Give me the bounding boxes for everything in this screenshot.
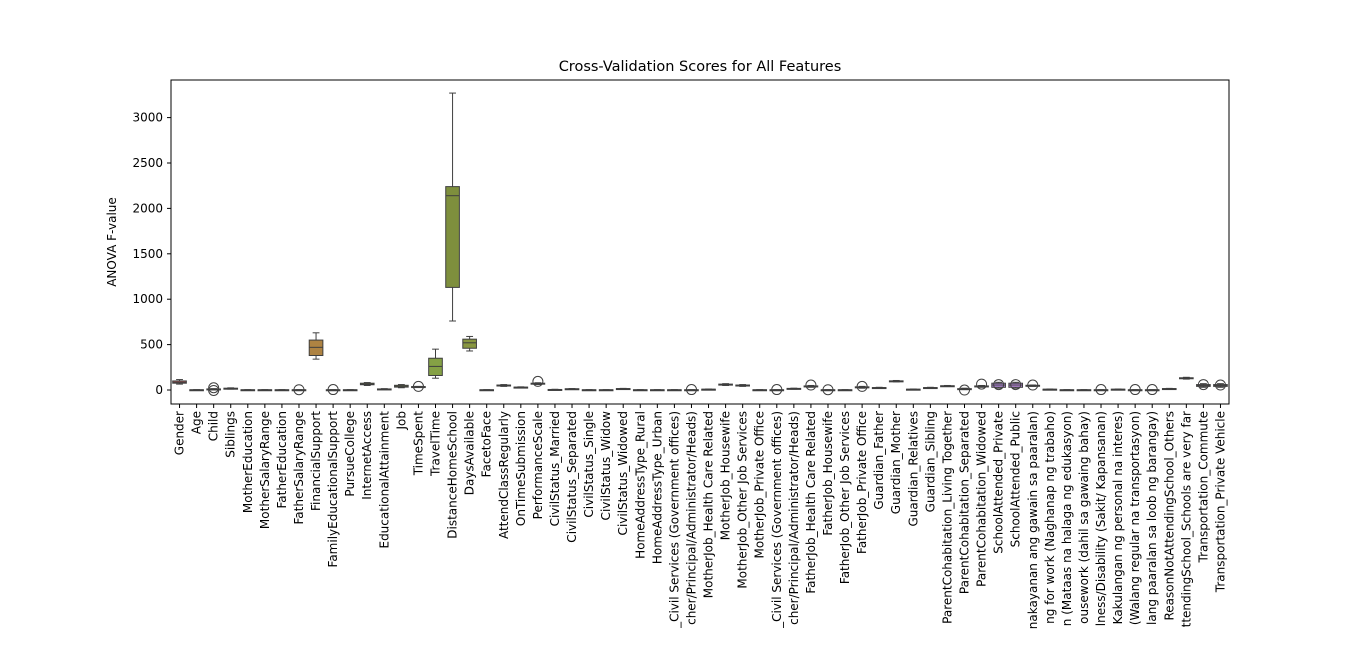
x-tick-label: PursueCollege [343, 411, 357, 497]
flier [959, 384, 970, 396]
x-tick-label: SchoolAttended_Public [1009, 411, 1023, 547]
x-tick-label: SchoolAttended_Private [992, 411, 1006, 554]
flier [805, 379, 817, 391]
x-tick-label: Guardian_Mother [889, 411, 903, 514]
x-tick-label: _Civil Services (Government offices) [770, 411, 784, 629]
x-tick-label: FatherJob_Other Job Services [838, 411, 852, 584]
x-tick-label: DaysAvailable [463, 411, 477, 495]
x-tick-label: Age [190, 411, 204, 434]
x-tick-label: ParentCohabitation_Living Together [940, 411, 954, 624]
x-tick-label: nakayanan ang gawain sa paaralan) [1026, 411, 1040, 629]
flier [685, 384, 697, 396]
x-tick-label: FatherJob_Housewife [821, 411, 835, 536]
y-tick-label: 3000 [132, 111, 163, 125]
x-tick-label: AttendClassRegularly [497, 411, 511, 539]
x-tick-label: lang paaralan sa loob ng barangay) [1145, 411, 1159, 625]
flier [1027, 379, 1039, 391]
flier [1010, 379, 1022, 391]
x-tick-label: Guardian_Relatives [906, 411, 920, 527]
x-tick-label: Guardian_Father [872, 411, 886, 510]
x-tick-label: FacetoFace [480, 411, 494, 477]
x-tick-label: Transportation_Private Vehicle [1213, 411, 1227, 593]
x-tick-label: DistanceHomeSchool [446, 411, 460, 539]
x-tick-label: Siblings [224, 411, 238, 458]
x-tick-label: Guardian_Sibling [923, 411, 937, 512]
x-tick-label: InternetAccess [360, 411, 374, 500]
x-tick-label: MotherJob_Housewife [719, 411, 733, 540]
x-tick-label: Child [207, 411, 221, 441]
x-tick-label: CivilStatus_Single [582, 411, 596, 518]
flier [327, 384, 339, 396]
x-tick-label: FamilyEducationalSupport [326, 411, 340, 568]
x-tick-label: ng for work (Naghanap ng trabaho) [1043, 411, 1057, 624]
x-tick-label: FinancialSupport [309, 411, 323, 511]
x-tick-label: MotherSalaryRange [258, 411, 272, 529]
y-axis-label: ANOVA F-value [105, 197, 119, 287]
x-tick-label: FatherSalaryRange [292, 411, 306, 525]
x-tick-label: PerformanceScale [531, 411, 545, 519]
y-tick-label: 500 [140, 338, 163, 352]
x-tick-label: lness/Disability (Sakit/ Kapansanan) [1094, 411, 1108, 626]
flier [1095, 384, 1107, 396]
box [462, 338, 477, 349]
x-tick-label: Kakulangan ng personal na interes) [1111, 411, 1125, 624]
y-tick-label: 0 [155, 383, 163, 397]
x-tick-label: CivilStatus_Married [548, 411, 562, 526]
x-tick-label: MotherJob_Health Care Related [702, 411, 716, 598]
x-tick-label: OnTimeSubmission [514, 411, 528, 526]
x-tick-label: CivilStatus_Separated [565, 411, 579, 543]
x-tick-label: CivilStatus_Widowed [616, 411, 630, 535]
y-tick-label: 2500 [132, 156, 163, 170]
x-tick-label: CivilStatus_Widow [599, 411, 613, 521]
x-tick-label: Gender [173, 411, 187, 455]
flier [822, 384, 834, 396]
y-tick-label: 1500 [132, 247, 163, 261]
x-tick-label: FatherJob_Private Office [855, 411, 869, 554]
flier [1146, 384, 1158, 396]
x-tick-label: MotherJob_Other Job Services [736, 411, 750, 589]
flier [976, 378, 988, 390]
x-tick-label: HomeAddressType_Rural [633, 411, 647, 559]
x-tick-label: TravelTime [429, 411, 443, 477]
flier [293, 384, 305, 396]
y-tick-label: 1000 [132, 292, 163, 306]
flier [412, 380, 424, 392]
x-tick-label: FatherEducation [275, 411, 289, 509]
flier [1214, 379, 1226, 391]
flier [1129, 384, 1141, 396]
x-tick-label: Job [394, 411, 408, 431]
x-tick-label: ParentCohabitation_Separated [958, 411, 972, 594]
box [445, 186, 460, 288]
x-tick-label: cher/Principal/Administrator/Heads) [787, 411, 801, 625]
flier [208, 382, 220, 394]
flier [532, 375, 544, 387]
x-tick-label: FatherJob_Health Care Related [804, 411, 818, 594]
flier [771, 384, 783, 396]
x-tick-label: n (Mataas na halaga ng edukasyon) [1060, 411, 1074, 626]
x-tick-label: MotherEducation [241, 411, 255, 513]
x-tick-label: EducationalAttainment [377, 411, 391, 549]
x-tick-label: Transportation_Commute [1196, 411, 1210, 563]
x-tick-label: ParentCohabitation_Widowed [975, 411, 989, 587]
y-tick-label: 2000 [132, 201, 163, 215]
flier [1197, 379, 1209, 391]
flier [856, 380, 868, 392]
x-tick-label: (Walang regular na transportasyon) [1128, 411, 1142, 625]
flier [208, 384, 220, 396]
x-tick-label: HomeAddressType_Urban [650, 411, 664, 564]
x-tick-label: MotherJob_Private Office [753, 411, 767, 559]
x-tick-label: ttendingSchool_Schools are very far [1179, 411, 1193, 627]
plot-frame [170, 79, 1230, 405]
flier [993, 379, 1005, 391]
x-tick-label: _Civil Services (Government offices) [667, 411, 681, 629]
x-tick-label: TimeSpent [411, 411, 425, 477]
chart-title: Cross-Validation Scores for All Features [559, 59, 842, 75]
x-tick-label: ReasonNotAttendingSchool_Others [1162, 411, 1176, 621]
x-tick-label: ousework (dahil sa gawaing bahay) [1077, 411, 1091, 624]
x-tick-label: cher/Principal/Administrator/Heads) [684, 411, 698, 625]
